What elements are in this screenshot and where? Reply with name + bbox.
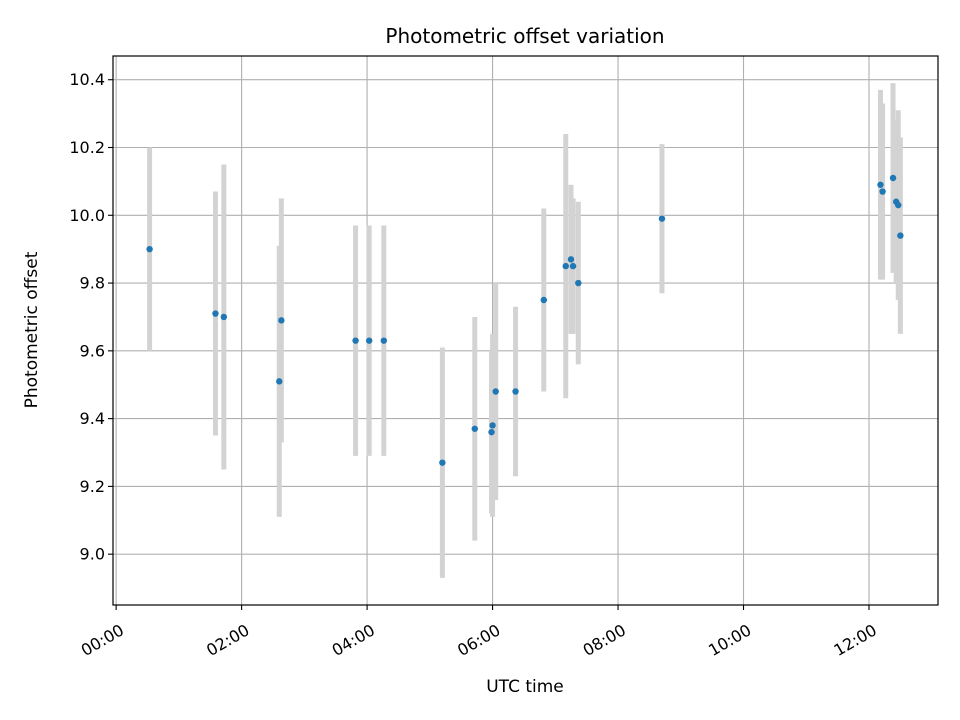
data-point bbox=[569, 262, 577, 270]
data-point bbox=[897, 232, 904, 239]
data-point bbox=[146, 245, 153, 253]
grid bbox=[113, 56, 938, 605]
plot-frame bbox=[112, 55, 939, 606]
chart-title: Photometric offset variation bbox=[385, 24, 664, 48]
y-tick-label: 9.6 bbox=[80, 341, 105, 360]
data-point bbox=[471, 425, 478, 432]
y-tick-label: 10.0 bbox=[69, 206, 105, 225]
data-point bbox=[278, 317, 285, 324]
y-axis-title: Photometric offset bbox=[22, 251, 42, 408]
data-point bbox=[439, 459, 446, 466]
data-point bbox=[212, 310, 219, 317]
data-point bbox=[567, 256, 575, 263]
data-point bbox=[575, 279, 582, 287]
data-point bbox=[895, 201, 902, 209]
y-axis: 9.0 9.2 9.4 9.6 9.8 10.0 10.2 10.4 bbox=[69, 70, 113, 564]
y-tick-label: 9.0 bbox=[80, 545, 105, 564]
plot-area bbox=[113, 56, 938, 605]
data-point bbox=[512, 388, 519, 395]
data-point bbox=[492, 388, 499, 395]
y-tick-label: 10.2 bbox=[69, 138, 105, 157]
y-tick-label: 10.4 bbox=[69, 70, 105, 89]
data-point bbox=[658, 215, 666, 222]
y-tick-label: 9.8 bbox=[80, 274, 105, 293]
data-point bbox=[879, 188, 886, 195]
x-axis-title: UTC time bbox=[486, 677, 564, 697]
data-point bbox=[380, 337, 388, 344]
data-point bbox=[352, 337, 359, 344]
y-tick-label: 9.4 bbox=[80, 409, 105, 428]
data-point bbox=[488, 428, 495, 436]
data-point bbox=[889, 174, 897, 182]
y-tick-label: 9.2 bbox=[80, 477, 105, 496]
data-point bbox=[877, 181, 884, 188]
data-point bbox=[365, 337, 373, 344]
data-point bbox=[562, 262, 569, 270]
data-point bbox=[276, 378, 283, 385]
data-point bbox=[489, 422, 496, 429]
data-points bbox=[146, 174, 904, 466]
data-point bbox=[220, 313, 228, 321]
data-point bbox=[540, 296, 547, 304]
